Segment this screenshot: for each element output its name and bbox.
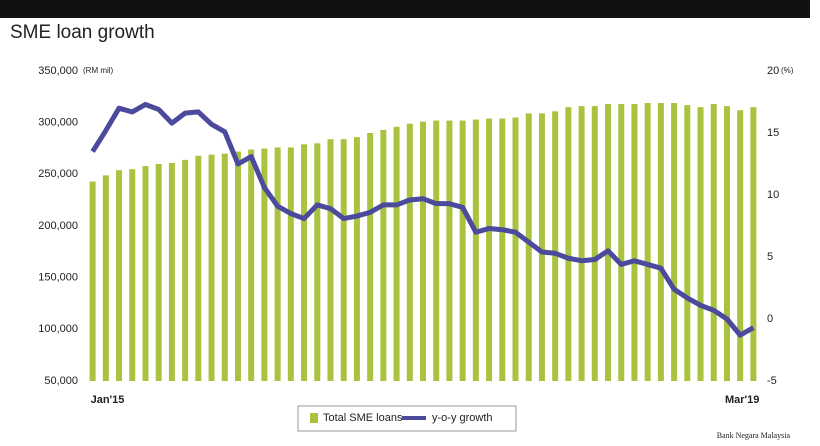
bar bbox=[750, 107, 757, 382]
y-tick-label: 100,000 bbox=[38, 323, 78, 335]
bar bbox=[618, 104, 625, 382]
y2-tick-label: -5 bbox=[767, 375, 777, 387]
y-tick-label: 200,000 bbox=[38, 220, 78, 232]
bar bbox=[420, 121, 426, 381]
y2-tick-label: 10 bbox=[767, 189, 779, 201]
y-tick-label: 50,000 bbox=[44, 375, 78, 387]
bar bbox=[538, 113, 545, 381]
y-tick-label: 250,000 bbox=[38, 168, 78, 180]
bar bbox=[684, 105, 691, 381]
bar bbox=[102, 175, 109, 381]
source: Bank Negara Malaysia bbox=[717, 431, 791, 440]
bar bbox=[723, 106, 730, 381]
bar bbox=[314, 143, 321, 381]
y-unit: (RM mil) bbox=[83, 66, 114, 75]
bar bbox=[393, 126, 400, 381]
bar bbox=[248, 149, 255, 381]
bar bbox=[340, 139, 347, 381]
x-tick-label: Mar'19 bbox=[725, 394, 759, 406]
legend-label: Total SME loans bbox=[323, 412, 403, 424]
y2-tick-label: 20 bbox=[767, 65, 779, 77]
bar bbox=[182, 159, 189, 381]
bar bbox=[631, 104, 638, 382]
bar bbox=[737, 110, 744, 382]
header-band bbox=[0, 0, 810, 18]
bar bbox=[591, 106, 598, 381]
legend-swatch bbox=[310, 413, 318, 423]
bar bbox=[459, 120, 466, 381]
bar bbox=[697, 107, 704, 382]
bar bbox=[116, 170, 123, 381]
bar bbox=[234, 151, 241, 381]
y-tick-label: 300,000 bbox=[38, 117, 78, 129]
bar bbox=[168, 162, 175, 381]
bar bbox=[565, 107, 572, 382]
bar bbox=[301, 144, 308, 381]
bar bbox=[261, 148, 268, 381]
bar bbox=[353, 137, 360, 381]
y-tick-label: 150,000 bbox=[38, 272, 78, 284]
chart-title: SME loan growth bbox=[10, 22, 155, 43]
bar bbox=[380, 129, 387, 381]
bar bbox=[644, 103, 651, 382]
bar bbox=[605, 104, 612, 382]
bar bbox=[129, 169, 136, 381]
bar bbox=[221, 153, 228, 381]
y2-tick-label: 0 bbox=[767, 313, 773, 325]
bar bbox=[486, 118, 493, 382]
bar bbox=[512, 117, 519, 381]
bar bbox=[433, 120, 440, 381]
bar bbox=[657, 103, 664, 382]
y2-tick-label: 15 bbox=[767, 127, 779, 139]
bar bbox=[208, 154, 215, 381]
bar bbox=[499, 118, 506, 382]
bar bbox=[710, 104, 717, 382]
line bbox=[90, 101, 755, 338]
bar bbox=[446, 120, 453, 381]
bar bbox=[195, 155, 202, 381]
bar bbox=[472, 119, 479, 382]
bar bbox=[327, 139, 334, 381]
y2-tick-label: 5 bbox=[767, 251, 773, 263]
bar bbox=[578, 106, 585, 381]
bar bbox=[525, 113, 532, 381]
legend-box bbox=[297, 405, 517, 432]
y2-unit: (%) bbox=[781, 66, 794, 75]
bar bbox=[406, 123, 413, 381]
bar bbox=[89, 181, 96, 381]
bar bbox=[552, 111, 559, 382]
bar bbox=[367, 133, 374, 381]
bar bbox=[287, 147, 294, 381]
bar bbox=[142, 166, 149, 381]
bar bbox=[274, 147, 281, 381]
bar bbox=[671, 103, 678, 382]
x-tick-label: Jan'15 bbox=[91, 394, 125, 406]
bar bbox=[155, 164, 162, 381]
y-tick-label: 350,000 bbox=[38, 65, 78, 77]
legend-label: y-o-y growth bbox=[432, 412, 493, 424]
